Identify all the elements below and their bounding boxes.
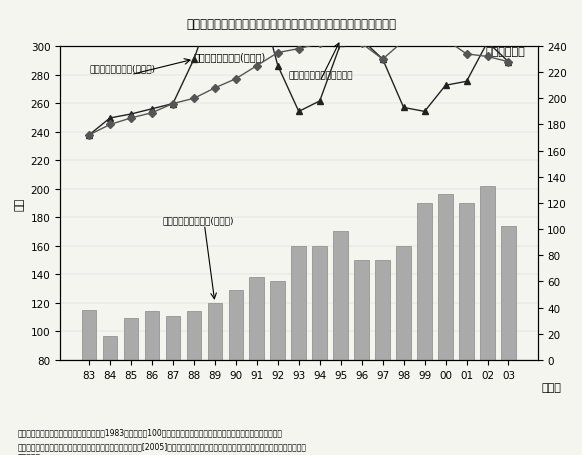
Bar: [166, 316, 180, 455]
Bar: [396, 246, 411, 455]
Bar: [102, 336, 118, 455]
Bar: [187, 312, 201, 455]
Bar: [250, 278, 264, 455]
Bar: [480, 187, 495, 455]
Bar: [292, 246, 306, 455]
X-axis label: （年）: （年）: [541, 382, 562, 392]
Bar: [81, 310, 97, 455]
Text: 年間不払い残業時間(左目盛): 年間不払い残業時間(左目盛): [162, 216, 234, 225]
Text: 図表－２　企業経常利益、従業員給与と年間不払い残業時間の推移: 図表－２ 企業経常利益、従業員給与と年間不払い残業時間の推移: [186, 18, 396, 31]
Text: 企業経常利益指数(右目盛): 企業経常利益指数(右目盛): [194, 52, 266, 62]
Text: 勤労統計」: 勤労統計」: [17, 453, 41, 455]
Text: 従業員給与指数（右目盛）: 従業員給与指数（右目盛）: [288, 71, 353, 80]
Text: 資料出所：年間不払い残業時間は、第一生命経済研究所門倉[2005]による。原資料は、総務省「労働力調査」および厚生労働省「毎月: 資料出所：年間不払い残業時間は、第一生命経済研究所門倉[2005]による。原資料…: [17, 441, 307, 450]
Bar: [417, 203, 432, 455]
Bar: [459, 203, 474, 455]
Bar: [271, 282, 285, 455]
Y-axis label: 時間: 時間: [15, 197, 25, 210]
Bar: [208, 303, 222, 455]
Bar: [229, 290, 243, 455]
Text: 企業経常利益指数(右目盛): 企業経常利益指数(右目盛): [89, 64, 155, 73]
Bar: [354, 260, 369, 455]
Bar: [123, 319, 139, 455]
Y-axis label: （ポイント）: （ポイント）: [485, 47, 526, 57]
Bar: [333, 232, 348, 455]
Bar: [438, 195, 453, 455]
Text: 注：企業経常利益指数、従業員給与指数は1983年の実績を100として指数化。原資料は、財務省「企業法人統計調査」。: 注：企業経常利益指数、従業員給与指数は1983年の実績を100として指数化。原資…: [17, 428, 282, 437]
Bar: [313, 246, 327, 455]
Bar: [145, 312, 159, 455]
Bar: [501, 226, 516, 455]
Bar: [375, 260, 390, 455]
